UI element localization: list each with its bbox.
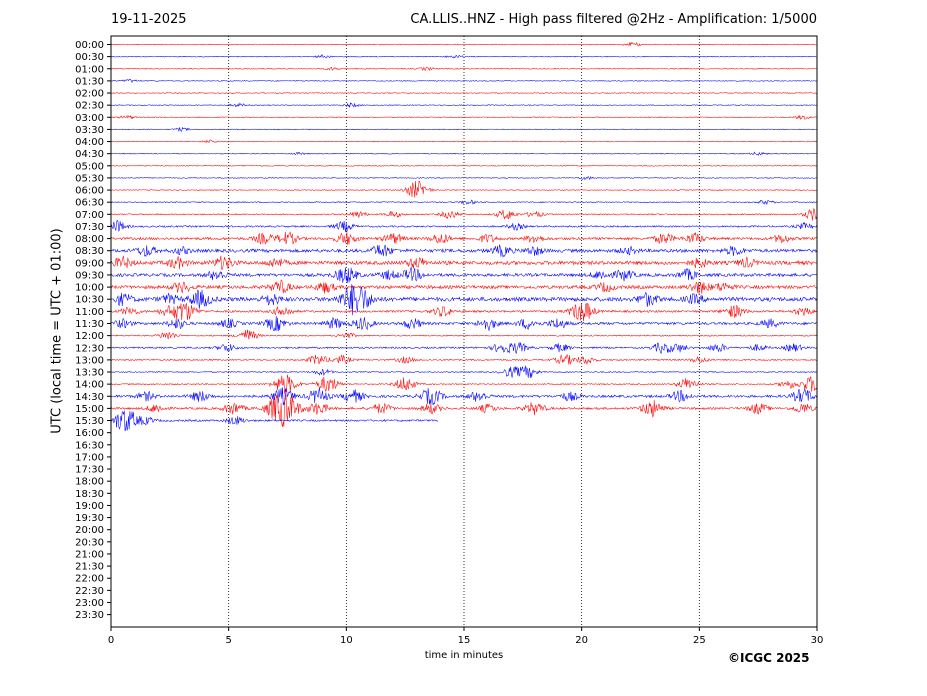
y-tick-label-22:30: 22:30 — [75, 586, 104, 597]
y-tick-label-00:30: 00:30 — [75, 52, 104, 63]
x-tick-label-30: 30 — [811, 635, 824, 646]
trace-08:30 — [110, 244, 817, 258]
y-tick-label-08:00: 08:00 — [75, 234, 104, 245]
trace-07:00 — [110, 208, 817, 221]
trace-15:00 — [110, 393, 817, 427]
y-tick-label-18:30: 18:30 — [75, 489, 104, 500]
y-tick-label-14:00: 14:00 — [75, 380, 104, 391]
grid-lines — [228, 36, 700, 627]
x-tick-label-25: 25 — [693, 635, 706, 646]
trace-07:30 — [110, 219, 817, 233]
y-tick-label-20:00: 20:00 — [75, 525, 104, 536]
trace-06:00 — [110, 180, 817, 198]
trace-10:30 — [110, 284, 817, 316]
y-tick-label-12:30: 12:30 — [75, 343, 104, 354]
x-tick-label-10: 10 — [340, 635, 353, 646]
trace-13:30 — [110, 365, 817, 379]
trace-09:00 — [110, 255, 817, 270]
y-tick-label-05:00: 05:00 — [75, 161, 104, 172]
y-tick-label-21:00: 21:00 — [75, 549, 104, 560]
y-tick-label-15:30: 15:30 — [75, 416, 104, 427]
trace-01:30 — [110, 78, 817, 84]
y-tick-label-17:00: 17:00 — [75, 452, 104, 463]
trace-10:00 — [110, 279, 817, 295]
x-tick-label-15: 15 — [458, 635, 471, 646]
trace-02:00 — [110, 92, 817, 94]
y-tick-label-22:00: 22:00 — [75, 574, 104, 585]
x-tick-label-5: 5 — [225, 635, 231, 646]
y-tick-label-06:00: 06:00 — [75, 186, 104, 197]
plot-frame — [110, 35, 818, 628]
y-tick-label-11:00: 11:00 — [75, 307, 104, 318]
y-tick-label-08:30: 08:30 — [75, 246, 104, 257]
trace-13:00 — [110, 354, 817, 365]
y-tick-label-17:30: 17:30 — [75, 465, 104, 476]
y-tick-label-18:00: 18:00 — [75, 477, 104, 488]
y-tick-label-23:30: 23:30 — [75, 610, 104, 621]
y-tick-label-09:00: 09:00 — [75, 258, 104, 269]
y-tick-label-15:00: 15:00 — [75, 404, 104, 415]
y-tick-label-10:30: 10:30 — [75, 295, 104, 306]
y-tick-label-16:00: 16:00 — [75, 428, 104, 439]
trace-11:30 — [110, 315, 817, 332]
x-tick-label-0: 0 — [108, 635, 114, 646]
trace-15:30 — [110, 410, 439, 432]
trace-05:00 — [110, 165, 817, 167]
y-tick-label-21:30: 21:30 — [75, 562, 104, 573]
trace-02:30 — [110, 102, 817, 108]
trace-08:00 — [110, 231, 817, 245]
y-tick-label-23:00: 23:00 — [75, 598, 104, 609]
trace-01:00 — [110, 66, 817, 71]
y-tick-label-04:30: 04:30 — [75, 149, 104, 160]
trace-14:00 — [110, 374, 817, 394]
trace-00:30 — [110, 54, 817, 59]
y-tick-label-19:30: 19:30 — [75, 513, 104, 524]
y-tick-label-07:00: 07:00 — [75, 210, 104, 221]
y-tick-label-03:30: 03:30 — [75, 125, 104, 136]
y-tick-label-12:00: 12:00 — [75, 331, 104, 342]
y-tick-label-19:00: 19:00 — [75, 501, 104, 512]
y-tick-label-04:00: 04:00 — [75, 137, 104, 148]
trace-03:30 — [110, 126, 817, 132]
y-tick-label-01:30: 01:30 — [75, 76, 104, 87]
y-tick-label-14:30: 14:30 — [75, 392, 104, 403]
x-ticks: 0 5 10 15 20 25 30 — [108, 627, 824, 646]
trace-06:30 — [110, 199, 817, 205]
y-tick-label-06:30: 06:30 — [75, 198, 104, 209]
trace-12:30 — [110, 341, 817, 355]
trace-14:30 — [110, 387, 817, 406]
y-tick-label-02:30: 02:30 — [75, 101, 104, 112]
y-tick-label-13:00: 13:00 — [75, 355, 104, 366]
y-tick-label-05:30: 05:30 — [75, 173, 104, 184]
trace-04:00 — [110, 139, 817, 144]
trace-09:30 — [110, 267, 817, 283]
trace-11:00 — [110, 302, 817, 322]
x-tick-label-20: 20 — [575, 635, 588, 646]
x-axis-label: time in minutes — [424, 650, 504, 661]
y-tick-label-10:00: 10:00 — [75, 283, 104, 294]
y-tick-label-07:30: 07:30 — [75, 222, 104, 233]
trace-03:00 — [110, 114, 817, 120]
trace-04:30 — [110, 151, 817, 156]
y-tick-label-03:00: 03:00 — [75, 113, 104, 124]
trace-05:30 — [110, 176, 817, 181]
y-tick-label-20:30: 20:30 — [75, 537, 104, 548]
trace-layer — [110, 41, 817, 432]
y-tick-label-09:30: 09:30 — [75, 270, 104, 281]
date-label: 19-11-2025 — [111, 12, 187, 27]
y-tick-label-11:30: 11:30 — [75, 319, 104, 330]
y-tick-label-13:30: 13:30 — [75, 368, 104, 379]
y-tick-label-16:30: 16:30 — [75, 440, 104, 451]
trace-12:00 — [110, 329, 817, 340]
y-tick-label-02:00: 02:00 — [75, 89, 104, 100]
y-tick-label-00:00: 00:00 — [75, 40, 104, 51]
copyright-label: ©ICGC 2025 — [728, 651, 810, 665]
trace-00:00 — [110, 41, 817, 47]
y-tick-label-01:00: 01:00 — [75, 64, 104, 75]
chart-title: CA.LLIS..HNZ - High pass filtered @2Hz -… — [410, 12, 817, 27]
